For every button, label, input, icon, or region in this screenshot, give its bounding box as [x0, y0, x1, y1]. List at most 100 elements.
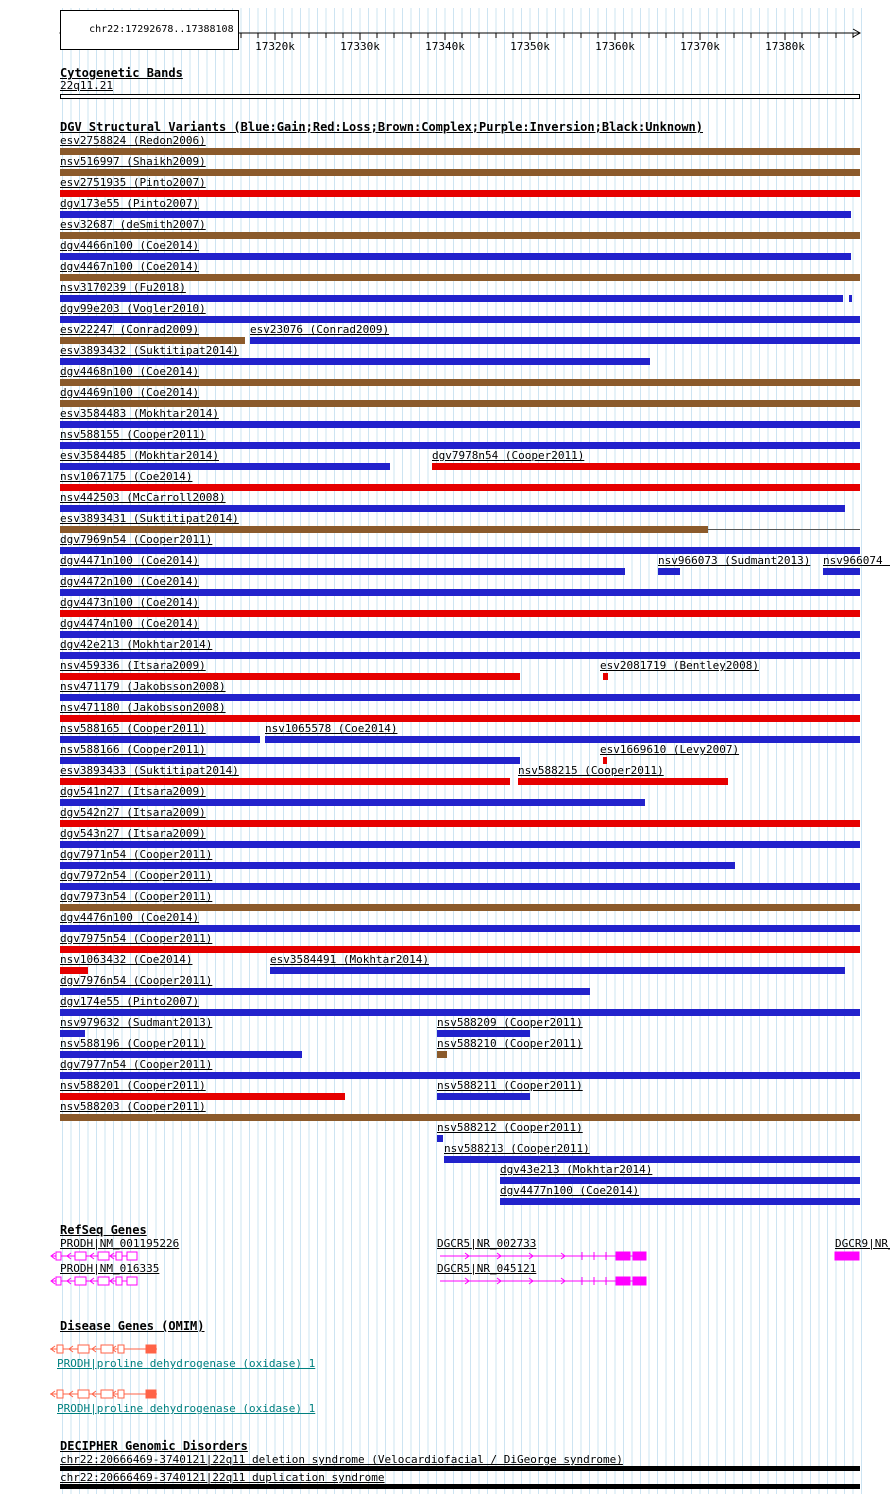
- variant-bar[interactable]: [60, 526, 708, 533]
- variant-label[interactable]: dgv4467n100 (Coe2014): [60, 260, 200, 273]
- variant-label[interactable]: nsv1065578 (Coe2014): [265, 722, 398, 735]
- variant-label[interactable]: nsv459336 (Itsara2009): [60, 659, 206, 672]
- variant-label[interactable]: nsv588155 (Cooper2011): [60, 428, 206, 441]
- variant-bar[interactable]: [518, 778, 728, 785]
- variant-label[interactable]: dgv4471n100 (Coe2014): [60, 554, 200, 567]
- variant-bar[interactable]: [603, 673, 608, 680]
- variant-label[interactable]: nsv442503 (McCarroll2008): [60, 491, 226, 504]
- variant-bar[interactable]: [60, 925, 860, 932]
- refseq-gene-glyph[interactable]: [434, 1274, 652, 1288]
- variant-bar[interactable]: [60, 946, 860, 953]
- variant-label[interactable]: dgv7978n54 (Cooper2011): [432, 449, 585, 462]
- variant-bar[interactable]: [500, 1177, 860, 1184]
- variant-bar[interactable]: [60, 694, 860, 701]
- decipher-bar[interactable]: [60, 1466, 860, 1471]
- cytoband-label[interactable]: 22q11.21: [60, 79, 113, 92]
- variant-label[interactable]: dgv542n27 (Itsara2009): [60, 806, 206, 819]
- variant-bar[interactable]: [823, 568, 860, 575]
- variant-label[interactable]: dgv173e55 (Pinto2007): [60, 197, 200, 210]
- variant-label[interactable]: dgv7972n54 (Cooper2011): [60, 869, 213, 882]
- variant-bar[interactable]: [60, 589, 860, 596]
- variant-bar[interactable]: [437, 1051, 447, 1058]
- variant-bar[interactable]: [60, 484, 860, 491]
- variant-label[interactable]: nsv588211 (Cooper2011): [437, 1079, 583, 1092]
- gene-label[interactable]: PRODH|NM_001195226: [60, 1237, 180, 1250]
- variant-bar[interactable]: [270, 967, 845, 974]
- variant-label[interactable]: esv3584491 (Mokhtar2014): [270, 953, 429, 966]
- variant-label[interactable]: esv23076 (Conrad2009): [250, 323, 390, 336]
- variant-label[interactable]: nsv966074 (: [823, 554, 890, 567]
- variant-bar[interactable]: [60, 190, 860, 197]
- variant-bar[interactable]: [60, 505, 845, 512]
- variant-label[interactable]: nsv588210 (Cooper2011): [437, 1037, 583, 1050]
- variant-bar[interactable]: [60, 463, 390, 470]
- variant-label[interactable]: nsv471180 (Jakobsson2008): [60, 701, 226, 714]
- variant-label[interactable]: nsv588165 (Cooper2011): [60, 722, 206, 735]
- variant-label[interactable]: esv2751935 (Pinto2007): [60, 176, 206, 189]
- variant-bar[interactable]: [60, 442, 860, 449]
- variant-bar[interactable]: [60, 1114, 860, 1121]
- variant-label[interactable]: dgv4473n100 (Coe2014): [60, 596, 200, 609]
- variant-bar[interactable]: [60, 820, 860, 827]
- variant-label[interactable]: esv3584483 (Mokhtar2014): [60, 407, 219, 420]
- variant-label[interactable]: esv32687 (deSmith2007): [60, 218, 206, 231]
- variant-label[interactable]: nsv588213 (Cooper2011): [444, 1142, 590, 1155]
- variant-bar[interactable]: [60, 778, 510, 785]
- variant-label[interactable]: dgv7973n54 (Cooper2011): [60, 890, 213, 903]
- variant-bar[interactable]: [60, 1093, 345, 1100]
- variant-label[interactable]: nsv588209 (Cooper2011): [437, 1016, 583, 1029]
- track-title-cytobands[interactable]: Cytogenetic Bands: [60, 66, 183, 80]
- variant-bar[interactable]: [500, 1198, 860, 1205]
- variant-bar[interactable]: [60, 736, 260, 743]
- variant-bar[interactable]: [60, 211, 851, 218]
- variant-bar[interactable]: [60, 253, 851, 260]
- variant-label[interactable]: dgv7975n54 (Cooper2011): [60, 932, 213, 945]
- variant-bar[interactable]: [60, 715, 860, 722]
- variant-bar[interactable]: [60, 862, 735, 869]
- variant-bar[interactable]: [603, 757, 607, 764]
- variant-bar[interactable]: [437, 1093, 530, 1100]
- omim-gene-glyph[interactable]: [44, 1387, 163, 1401]
- variant-label[interactable]: esv22247 (Conrad2009): [60, 323, 200, 336]
- variant-label[interactable]: esv3893431 (Suktitipat2014): [60, 512, 239, 525]
- variant-label[interactable]: dgv7976n54 (Cooper2011): [60, 974, 213, 987]
- variant-label[interactable]: dgv42e213 (Mokhtar2014): [60, 638, 213, 651]
- track-title-omim-disease-genes[interactable]: Disease Genes (OMIM): [60, 1319, 205, 1333]
- variant-bar[interactable]: [437, 1135, 443, 1142]
- variant-bar[interactable]: [60, 547, 860, 554]
- omim-gene-label[interactable]: PRODH|proline dehydrogenase (oxidase) 1: [57, 1402, 316, 1415]
- variant-bar[interactable]: [250, 337, 860, 344]
- variant-label[interactable]: dgv7971n54 (Cooper2011): [60, 848, 213, 861]
- omim-gene-glyph[interactable]: [44, 1342, 163, 1356]
- gene-label[interactable]: DGCR9|NR_: [835, 1237, 890, 1250]
- variant-label[interactable]: dgv4469n100 (Coe2014): [60, 386, 200, 399]
- track-title-refseq-genes[interactable]: RefSeq Genes: [60, 1223, 147, 1237]
- variant-label[interactable]: dgv4476n100 (Coe2014): [60, 911, 200, 924]
- decipher-label[interactable]: chr22:20666469-3740121|22q11 deletion sy…: [60, 1453, 623, 1466]
- variant-label[interactable]: nsv588166 (Cooper2011): [60, 743, 206, 756]
- variant-bar[interactable]: [60, 421, 860, 428]
- variant-label[interactable]: nsv966073 (Sudmant2013): [658, 554, 811, 567]
- variant-label[interactable]: nsv588212 (Cooper2011): [437, 1121, 583, 1134]
- variant-label[interactable]: nsv471179 (Jakobsson2008): [60, 680, 226, 693]
- gene-label[interactable]: PRODH|NM_016335: [60, 1262, 160, 1275]
- variant-bar[interactable]: [60, 1009, 860, 1016]
- variant-bar[interactable]: [432, 463, 860, 470]
- variant-label[interactable]: dgv4468n100 (Coe2014): [60, 365, 200, 378]
- variant-label[interactable]: dgv541n27 (Itsara2009): [60, 785, 206, 798]
- variant-label[interactable]: nsv3170239 (Fu2018): [60, 281, 186, 294]
- variant-label[interactable]: nsv588196 (Cooper2011): [60, 1037, 206, 1050]
- variant-bar[interactable]: [658, 568, 680, 575]
- variant-label[interactable]: esv2758824 (Redon2006): [60, 134, 206, 147]
- omim-gene-label[interactable]: PRODH|proline dehydrogenase (oxidase) 1: [57, 1357, 316, 1370]
- variant-bar[interactable]: [60, 358, 650, 365]
- variant-bar[interactable]: [60, 1030, 85, 1037]
- variant-bar[interactable]: [60, 568, 625, 575]
- variant-bar[interactable]: [60, 274, 860, 281]
- variant-label[interactable]: dgv4477n100 (Coe2014): [500, 1184, 640, 1197]
- refseq-gene-glyph[interactable]: [434, 1249, 652, 1263]
- variant-bar[interactable]: [60, 1072, 860, 1079]
- variant-bar[interactable]: [437, 1030, 530, 1037]
- variant-label[interactable]: nsv588201 (Cooper2011): [60, 1079, 206, 1092]
- variant-bar[interactable]: [444, 1156, 860, 1163]
